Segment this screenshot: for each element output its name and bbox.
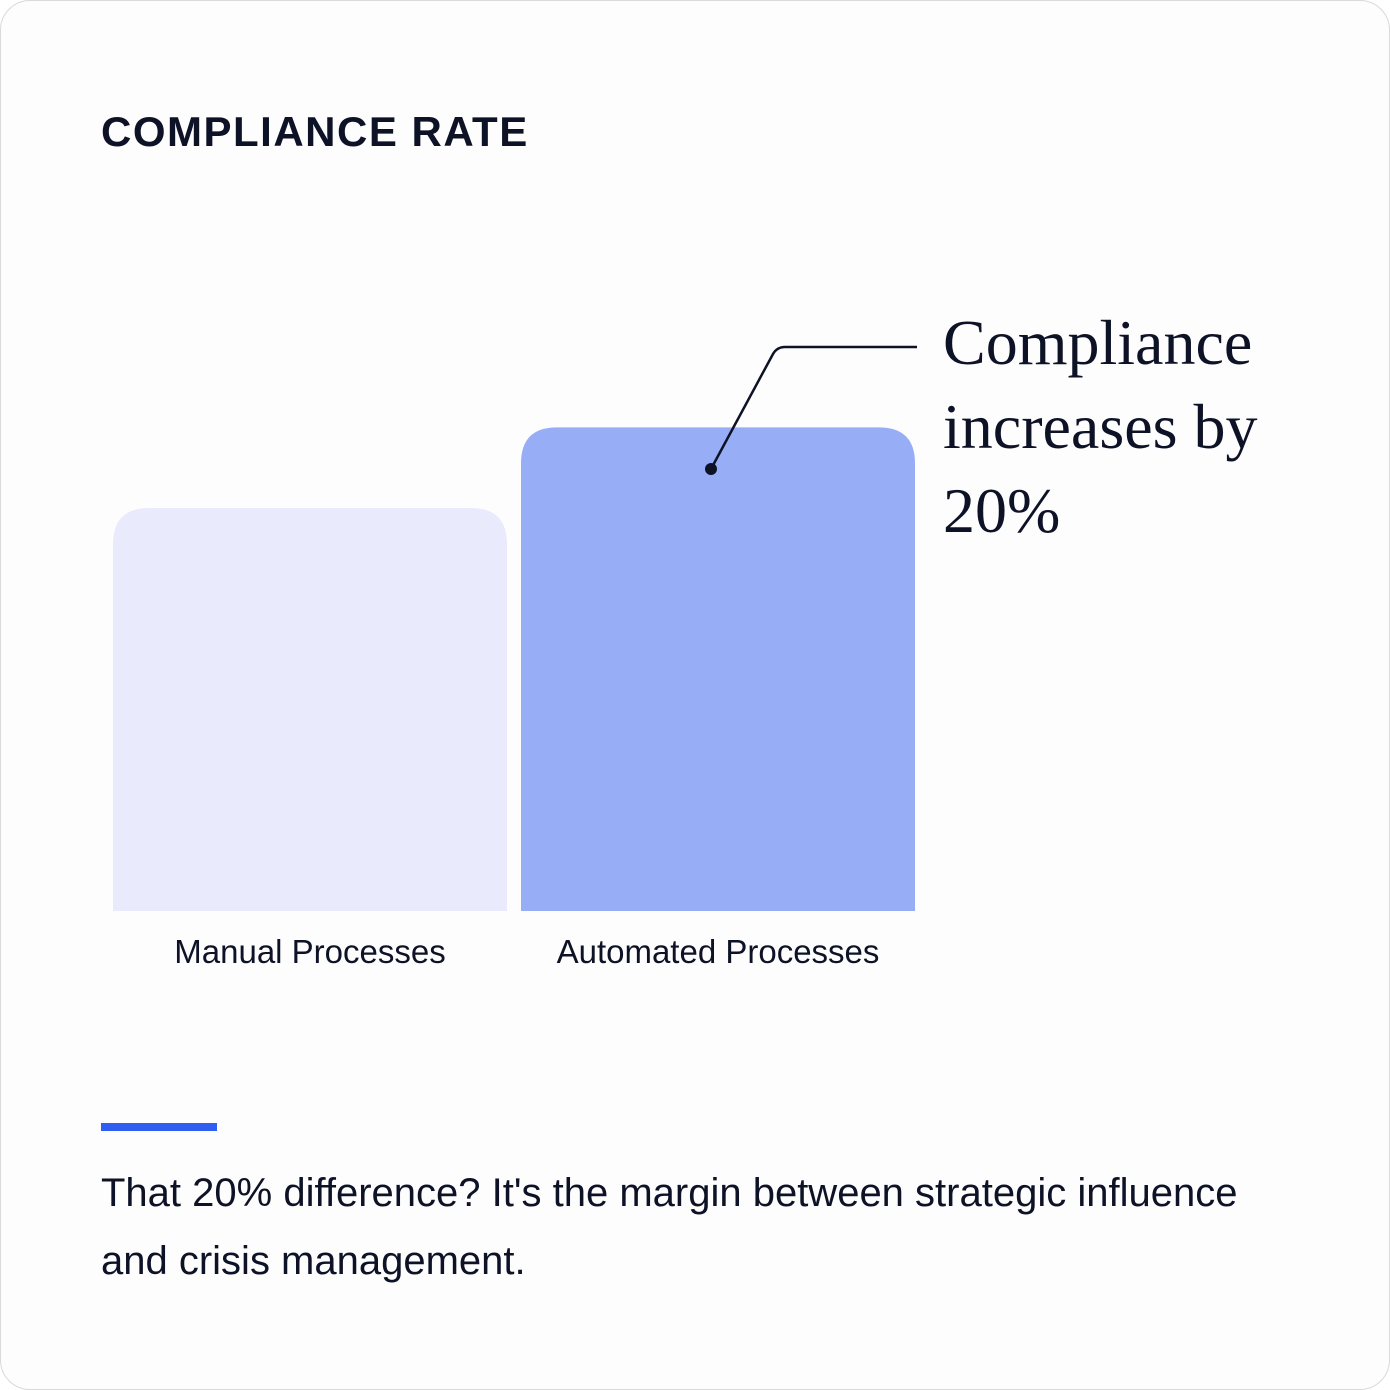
category-label: Manual Processes: [174, 933, 445, 970]
chart-title: COMPLIANCE RATE: [101, 108, 529, 155]
callout-leader-line: [709, 345, 917, 470]
annotation-callout: [705, 345, 917, 475]
bar-manual-processes: [113, 508, 507, 911]
category-label: Automated Processes: [557, 933, 880, 970]
bar-automated-processes: [521, 427, 915, 911]
callout-dot: [705, 463, 717, 475]
accent-rule: [101, 1123, 217, 1131]
category-labels: Manual Processes Automated Processes: [174, 933, 879, 970]
bars-layer: [113, 427, 915, 911]
caption-text: That 20% difference? It's the margin bet…: [101, 1171, 1238, 1283]
annotation-text: Compliance increases by 20%: [943, 307, 1258, 546]
